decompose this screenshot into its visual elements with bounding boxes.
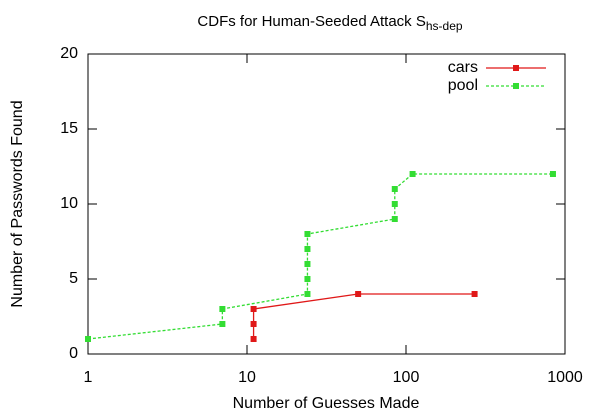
legend-label: cars [448, 59, 478, 76]
point [391, 201, 398, 207]
point [304, 246, 311, 252]
x-tick-label: 100 [393, 369, 420, 386]
legend-marker [513, 83, 519, 89]
point [304, 276, 311, 282]
y-tick-label: 20 [60, 45, 78, 62]
y-axis-label: Number of Passwords Found [9, 100, 26, 307]
y-tick-label: 10 [60, 195, 78, 212]
y-tick-label: 15 [60, 120, 78, 137]
point [304, 231, 311, 237]
point [471, 291, 478, 297]
point [85, 336, 91, 342]
title-main: CDFs for Human-Seeded Attack S [197, 13, 425, 30]
point [409, 171, 416, 177]
point [250, 306, 257, 312]
x-tick-label: 1 [84, 369, 93, 386]
point [391, 186, 398, 192]
point [549, 171, 556, 177]
x-tick-label: 10 [238, 369, 256, 386]
point [219, 306, 226, 312]
legend-marker [513, 65, 519, 71]
plot-frame [87, 53, 566, 355]
point [355, 291, 362, 297]
y-tick-label: 5 [69, 270, 78, 287]
point [304, 291, 311, 297]
point [250, 321, 257, 327]
x-tick-label: 1000 [547, 369, 583, 386]
point [250, 336, 257, 342]
chart-title: CDFs for Human-Seeded Attack Shs-dep [197, 13, 462, 33]
series-line [252, 293, 475, 339]
point [391, 216, 398, 222]
x-axis-label: Number of Guesses Made [233, 395, 420, 412]
title-subscript: hs-dep [426, 19, 463, 33]
point [219, 321, 226, 327]
point [304, 261, 311, 267]
legend-label: pool [448, 77, 478, 94]
series-line [87, 173, 553, 340]
y-tick-label: 0 [69, 345, 78, 362]
